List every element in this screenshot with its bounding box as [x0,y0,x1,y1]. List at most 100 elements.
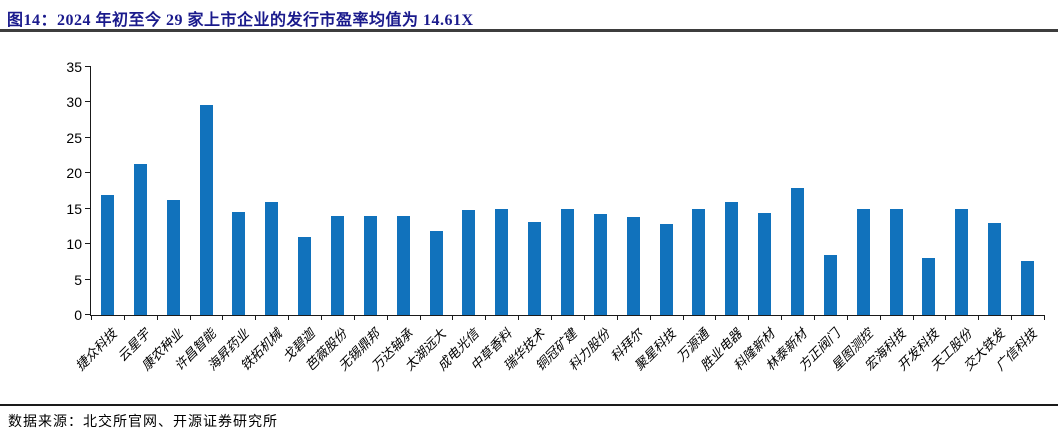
x-axis-tick [452,315,454,320]
bar [133,164,147,315]
x-axis-tick [616,315,618,320]
x-axis-tick [386,315,388,320]
x-axis-tick [978,315,980,320]
footer-divider [0,404,1058,406]
bar [922,257,936,315]
y-tick-label: 10 [66,236,82,253]
bar-slot: 科隆新材 [730,67,781,374]
bar-slot: 许昌智能 [171,67,223,374]
bar [955,208,969,315]
bar-slot: 铁拓机械 [237,67,288,374]
y-axis-tick [85,136,91,138]
x-axis-tick [189,315,191,320]
x-axis-tick [288,315,290,320]
bar [988,222,1002,315]
x-axis-tick [353,315,355,320]
bar [593,214,607,315]
x-axis-tick [649,315,651,320]
bar-slot: 科拜尔 [608,67,650,364]
y-axis-tick [85,207,91,209]
bar [1020,261,1034,315]
x-axis-tick [551,315,553,320]
bar-slot: 中草香料 [467,67,518,374]
bar-slot: 林泰新材 [763,67,814,374]
bar [823,255,837,315]
bar [725,201,739,315]
x-axis-tick [1044,315,1045,320]
bar-slot: 万源通 [673,67,715,364]
y-tick-label: 20 [66,165,82,182]
y-axis-tick [85,243,91,245]
bar-slot: 云星宇 [115,67,157,364]
x-axis-tick [945,315,947,320]
bar-slot: 康农种业 [138,67,190,374]
bar-slot: 广信科技 [993,67,1044,374]
bar [396,215,410,315]
bar [100,194,114,315]
x-axis-tick [583,315,585,320]
x-axis-tick [682,315,684,320]
bar [790,188,804,315]
bar-slot: 芭薇股份 [303,67,354,374]
x-axis-tick [813,315,815,320]
bar-slot: 星图测控 [829,67,880,374]
bar [330,215,344,315]
y-tick-label: 5 [74,271,82,288]
bar [265,201,279,315]
x-axis-tick [846,315,848,320]
bar-slot: 方正阀门 [796,67,847,374]
x-axis-tick [912,315,914,320]
x-axis-tick [321,315,323,320]
bar [495,208,509,315]
bar [659,224,673,315]
bar-slot: 成电光信 [434,67,485,374]
bar-slot: 万达轴承 [369,67,420,374]
bar [856,208,870,315]
plot-area: 捷众科技 云星宇 康农种业 许昌智能 海昇药业 铁拓机械 戈碧迦 芭薇股份 无锡鼎邦 万达轴承 太湖… [73,67,1044,374]
bar [626,216,640,315]
bar-slot: 聚星科技 [631,67,683,374]
x-axis-tick [748,315,750,320]
bar-slot: 海昇药业 [204,67,255,374]
bar-chart: 捷众科技 云星宇 康农种业 许昌智能 海昇药业 铁拓机械 戈碧迦 芭薇股份 无锡鼎邦 万达轴承 太湖… [66,59,1045,374]
bar-slot: 无锡鼎邦 [336,67,387,374]
bar-slot: 宏海科技 [861,67,913,374]
bar-slot: 戈碧迦 [279,67,321,364]
bar [199,104,213,315]
bar-slot: 捷众科技 [73,67,124,374]
y-tick-label: 30 [66,94,82,111]
bar [528,222,542,315]
bar [298,237,312,315]
x-axis-tick [156,315,158,320]
bar [889,208,903,315]
bar-slot: 瑞华技术 [500,67,551,374]
title-divider [0,29,1058,32]
bar [758,212,772,315]
bar-slot: 太湖远大 [401,67,453,374]
x-axis-tick [91,315,92,320]
bar-slot: 交大铁发 [960,67,1011,374]
y-axis-tick [85,278,91,280]
bar [462,210,476,315]
bar [232,212,246,315]
y-tick-label: 35 [66,59,82,75]
x-axis-tick [715,315,717,320]
figure-title: 图14：2024 年初至今 29 家上市企业的发行市盈率均值为 14.61X [7,12,474,29]
x-axis-tick [879,315,881,320]
x-axis-tick [1011,315,1013,320]
bar-slot: 铜冠矿建 [533,67,584,374]
x-axis-tick [222,315,224,320]
y-tick-label: 25 [66,129,82,146]
x-axis-tick [485,315,487,320]
x-axis-tick [123,315,125,320]
y-axis-tick [85,101,91,103]
bar-slot: 科力股份 [566,67,617,374]
x-axis-tick [419,315,421,320]
x-axis-tick [518,315,520,320]
bar [429,231,443,315]
bar-slot: 天工股份 [927,67,978,374]
y-axis-tick [85,314,91,315]
bar [166,199,180,315]
bar-slot: 胜业电器 [697,67,748,374]
y-axis-tick [85,66,91,67]
